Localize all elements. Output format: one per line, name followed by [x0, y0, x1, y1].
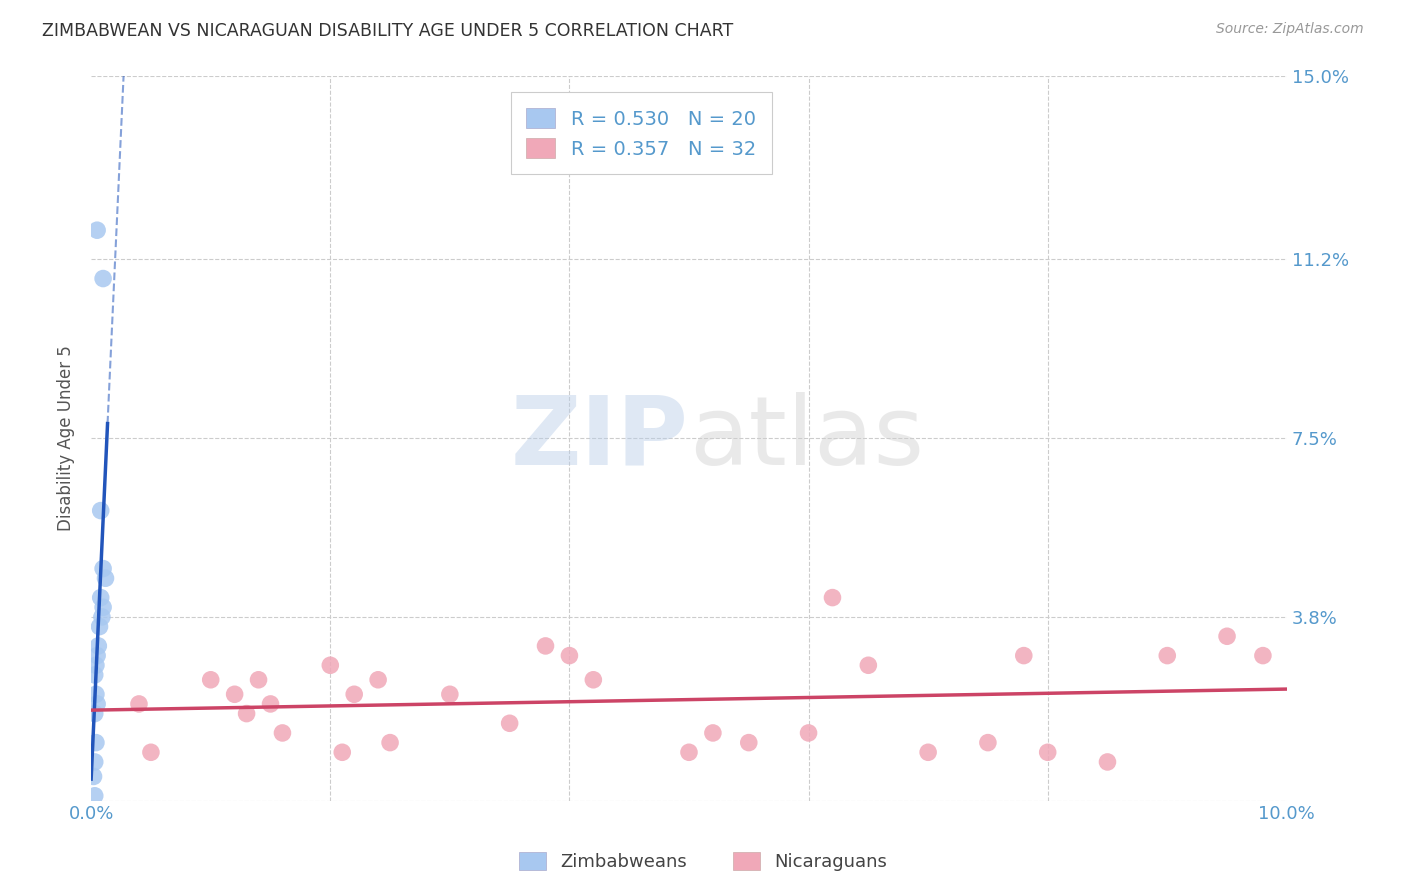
- Point: [200, 673, 222, 687]
- Point: [84, 736, 107, 750]
- Y-axis label: Disability Age Under 5: Disability Age Under 5: [58, 345, 75, 531]
- Point: [90, 591, 112, 605]
- Point: [94, 571, 117, 585]
- Point: [378, 736, 401, 750]
- Point: [271, 726, 294, 740]
- Point: [89, 619, 111, 633]
- Point: [1156, 648, 1178, 663]
- Point: [1251, 648, 1274, 663]
- Point: [87, 639, 110, 653]
- Point: [367, 673, 389, 687]
- Point: [343, 687, 366, 701]
- Point: [821, 591, 844, 605]
- Point: [738, 736, 761, 750]
- Point: [224, 687, 246, 701]
- Point: [90, 503, 112, 517]
- Point: [330, 745, 353, 759]
- Point: [678, 745, 700, 759]
- Text: ZIMBABWEAN VS NICARAGUAN DISABILITY AGE UNDER 5 CORRELATION CHART: ZIMBABWEAN VS NICARAGUAN DISABILITY AGE …: [42, 22, 734, 40]
- Point: [139, 745, 162, 759]
- Point: [83, 706, 105, 721]
- Point: [977, 736, 1000, 750]
- Point: [582, 673, 605, 687]
- Point: [498, 716, 520, 731]
- Legend: Zimbabweans, Nicaraguans: Zimbabweans, Nicaraguans: [512, 845, 894, 879]
- Point: [90, 610, 112, 624]
- Point: [858, 658, 880, 673]
- Point: [558, 648, 581, 663]
- Point: [917, 745, 939, 759]
- Point: [534, 639, 557, 653]
- Point: [83, 769, 105, 783]
- Point: [235, 706, 257, 721]
- Point: [128, 697, 150, 711]
- Point: [91, 600, 114, 615]
- Point: [247, 673, 270, 687]
- Text: Source: ZipAtlas.com: Source: ZipAtlas.com: [1216, 22, 1364, 37]
- Point: [91, 271, 114, 285]
- Point: [1216, 629, 1239, 643]
- Point: [86, 697, 108, 711]
- Point: [439, 687, 461, 701]
- Legend: R = 0.530   N = 20, R = 0.357   N = 32: R = 0.530 N = 20, R = 0.357 N = 32: [510, 93, 772, 174]
- Point: [86, 648, 108, 663]
- Point: [84, 658, 107, 673]
- Point: [91, 561, 114, 575]
- Point: [84, 687, 107, 701]
- Point: [1036, 745, 1059, 759]
- Point: [259, 697, 281, 711]
- Point: [702, 726, 724, 740]
- Point: [83, 755, 105, 769]
- Point: [319, 658, 342, 673]
- Point: [1012, 648, 1035, 663]
- Point: [83, 668, 105, 682]
- Point: [83, 789, 105, 803]
- Point: [86, 223, 108, 237]
- Point: [797, 726, 820, 740]
- Point: [1097, 755, 1119, 769]
- Text: ZIP: ZIP: [512, 392, 689, 484]
- Text: atlas: atlas: [689, 392, 924, 484]
